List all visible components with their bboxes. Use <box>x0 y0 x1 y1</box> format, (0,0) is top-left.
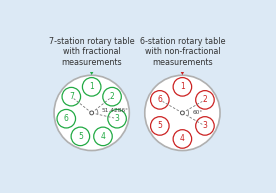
Text: 51.4286°: 51.4286° <box>102 108 129 113</box>
Circle shape <box>151 117 169 135</box>
Text: 7-station rotary table
with fractional
measurements: 7-station rotary table with fractional m… <box>49 37 134 67</box>
Text: 7: 7 <box>69 92 74 101</box>
Circle shape <box>83 78 101 96</box>
Circle shape <box>108 109 126 128</box>
Text: 3: 3 <box>203 121 207 130</box>
Polygon shape <box>90 72 93 75</box>
Text: 2: 2 <box>110 92 115 101</box>
Circle shape <box>71 127 90 146</box>
Text: 1: 1 <box>180 82 185 91</box>
Circle shape <box>57 109 76 128</box>
Circle shape <box>181 111 184 115</box>
Text: 6-station rotary table
with non-fractional
measurements: 6-station rotary table with non-fraction… <box>140 37 225 67</box>
Circle shape <box>62 87 81 106</box>
Circle shape <box>54 75 129 151</box>
Text: 6: 6 <box>64 114 69 123</box>
Text: 6: 6 <box>157 95 162 104</box>
Circle shape <box>196 91 214 109</box>
Circle shape <box>103 87 121 106</box>
Circle shape <box>196 117 214 135</box>
Circle shape <box>151 91 169 109</box>
Circle shape <box>173 78 192 96</box>
Text: 1: 1 <box>89 82 94 91</box>
Text: 2: 2 <box>203 95 207 104</box>
Text: 4: 4 <box>100 132 105 141</box>
Text: 60°: 60° <box>193 110 203 115</box>
Text: 3: 3 <box>115 114 120 123</box>
Polygon shape <box>181 72 184 75</box>
Circle shape <box>94 127 112 146</box>
Text: 5: 5 <box>78 132 83 141</box>
Text: 5: 5 <box>157 121 162 130</box>
Circle shape <box>90 111 94 115</box>
Circle shape <box>173 130 192 148</box>
Circle shape <box>145 75 220 151</box>
Text: 4: 4 <box>180 135 185 143</box>
